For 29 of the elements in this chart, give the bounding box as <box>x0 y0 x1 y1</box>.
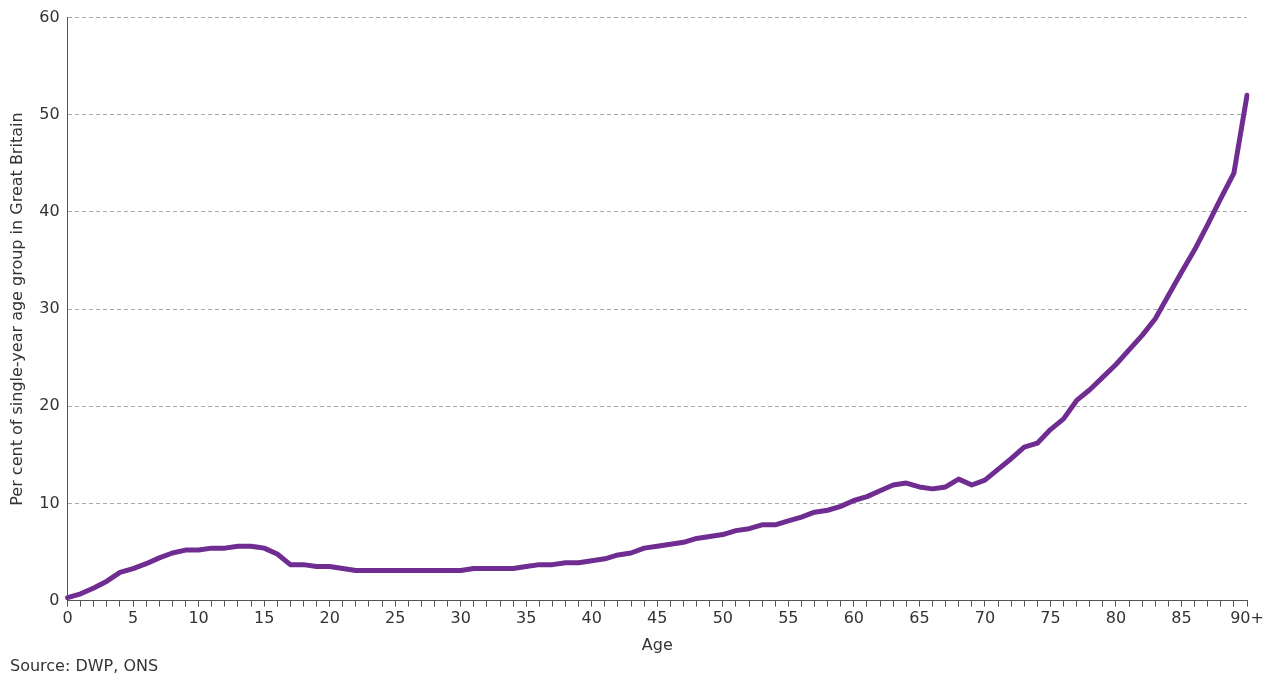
x-tick-label: 45 <box>647 608 668 628</box>
x-tick-label: 70 <box>974 608 996 628</box>
x-tick-label: 15 <box>253 608 275 628</box>
y-tick-label: 0 <box>49 589 60 609</box>
x-tick-label: 75 <box>1040 608 1061 628</box>
x-tick-label: 50 <box>712 608 733 628</box>
x-tick-label: 85 <box>1171 608 1192 628</box>
x-tick-label: 55 <box>778 608 799 628</box>
y-tick-label: 50 <box>39 103 60 123</box>
x-tick-label: 60 <box>843 608 865 628</box>
x-tick-label: 25 <box>385 608 406 628</box>
x-tick-label: 90+ <box>1230 608 1264 628</box>
y-tick-label: 40 <box>39 201 60 221</box>
x-axis-title: Age <box>641 634 673 654</box>
x-tick-label: 5 <box>127 608 139 628</box>
x-tick-label: 0 <box>62 608 73 628</box>
x-tick-label: 40 <box>581 608 602 628</box>
source-note: Source: DWP, ONS <box>10 656 159 675</box>
y-axis-title: Per cent of single-year age group in Great Britain <box>6 112 26 506</box>
x-tick-label: 65 <box>909 608 930 628</box>
x-tick-label: 80 <box>1105 608 1127 628</box>
y-tick-label: 60 <box>39 6 60 26</box>
x-tick-label: 10 <box>188 608 209 628</box>
y-tick-label: 30 <box>39 298 60 318</box>
y-tick-label: 20 <box>39 395 60 415</box>
x-tick-label: 20 <box>319 608 340 628</box>
x-tick-label: 30 <box>450 608 471 628</box>
y-tick-label: 10 <box>39 492 60 512</box>
x-tick-label: 35 <box>516 608 537 628</box>
